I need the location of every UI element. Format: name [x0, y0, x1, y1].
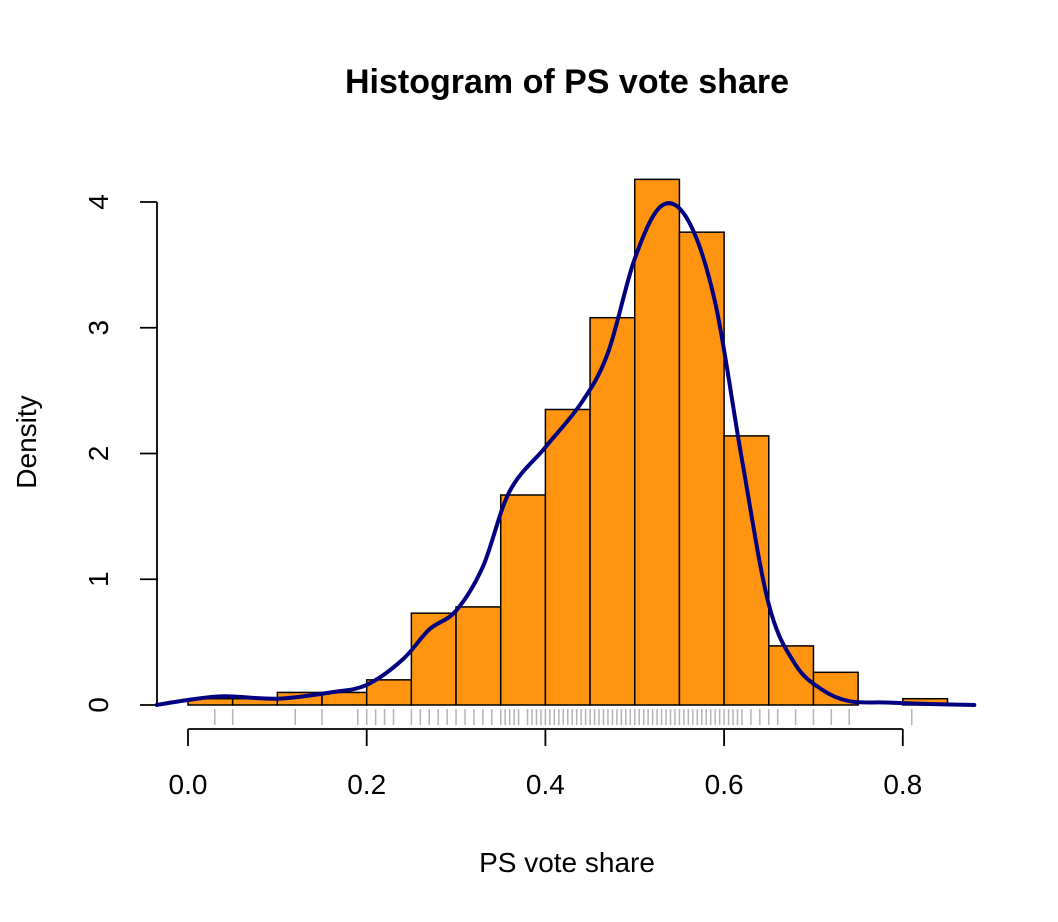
histogram-bar: [455, 606, 502, 706]
y-axis: 0 1 2 3 4: [83, 194, 158, 713]
density-curve-layer: [154, 201, 977, 707]
y-axis-label: Density: [11, 395, 42, 488]
x-axis-label: PS vote share: [479, 847, 655, 878]
histogram-bar: [410, 612, 457, 706]
y-tick-label: 2: [83, 446, 114, 462]
histogram-bar: [544, 408, 591, 706]
x-tick-label: 0.2: [347, 769, 386, 800]
x-tick-label: 0.0: [169, 769, 208, 800]
y-tick-label: 0: [83, 697, 114, 713]
histogram-bar: [634, 178, 681, 706]
y-tick-label: 3: [83, 320, 114, 336]
chart-title: Histogram of PS vote share: [345, 63, 789, 101]
x-axis: 0.0 0.2 0.4 0.6 0.8: [169, 728, 922, 800]
rug-marks: [214, 709, 913, 725]
histogram-bar: [499, 494, 547, 706]
y-tick-label: 1: [83, 571, 114, 587]
y-tick-label: 4: [83, 194, 114, 210]
density-curve: [154, 201, 977, 707]
histogram-bar: [678, 231, 725, 706]
x-tick-label: 0.8: [883, 769, 922, 800]
x-tick-label: 0.6: [705, 769, 744, 800]
x-tick-label: 0.4: [526, 769, 565, 800]
histogram-bars: [187, 178, 949, 706]
